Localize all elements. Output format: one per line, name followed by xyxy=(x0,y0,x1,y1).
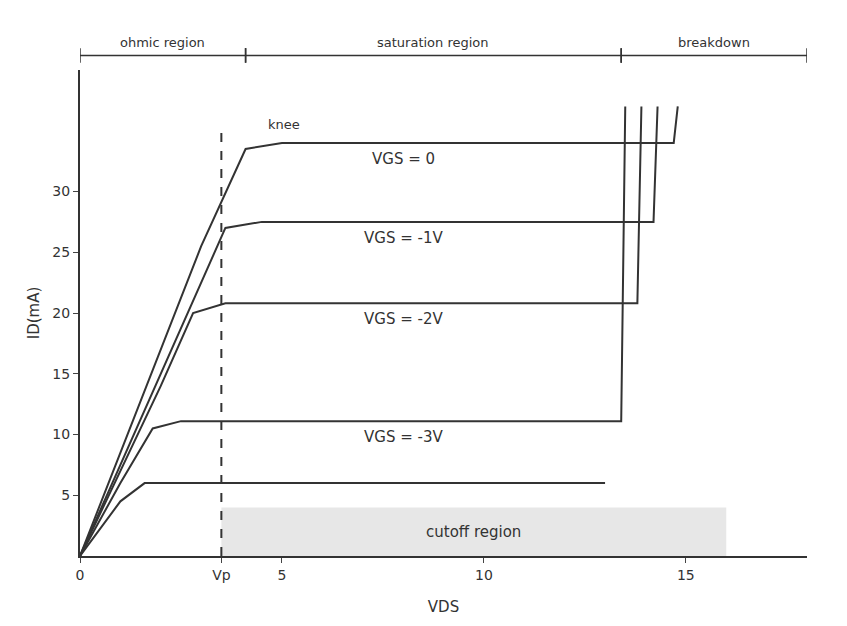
svg-text:VGS = -3V: VGS = -3V xyxy=(364,428,443,446)
svg-text:5: 5 xyxy=(277,567,286,583)
svg-text:VGS = 0: VGS = 0 xyxy=(372,150,435,168)
svg-text:ohmic region: ohmic region xyxy=(120,35,205,50)
svg-text:cutoff region: cutoff region xyxy=(426,523,521,541)
svg-text:VDS: VDS xyxy=(428,598,459,616)
svg-text:10: 10 xyxy=(475,567,493,583)
svg-text:0: 0 xyxy=(76,567,85,583)
svg-text:30: 30 xyxy=(52,183,70,199)
svg-text:knee: knee xyxy=(268,117,300,132)
svg-text:5: 5 xyxy=(61,487,70,503)
svg-text:25: 25 xyxy=(52,244,70,260)
svg-text:15: 15 xyxy=(52,366,70,382)
svg-text:ID(mA): ID(mA) xyxy=(25,287,43,340)
svg-text:10: 10 xyxy=(52,426,70,442)
svg-text:15: 15 xyxy=(677,567,695,583)
svg-text:saturation region: saturation region xyxy=(377,35,489,50)
svg-text:VGS = -1V: VGS = -1V xyxy=(364,229,443,247)
svg-text:20: 20 xyxy=(52,305,70,321)
svg-text:Vp: Vp xyxy=(212,567,231,583)
svg-text:VGS = -2V: VGS = -2V xyxy=(364,310,443,328)
svg-text:breakdown: breakdown xyxy=(678,35,750,50)
